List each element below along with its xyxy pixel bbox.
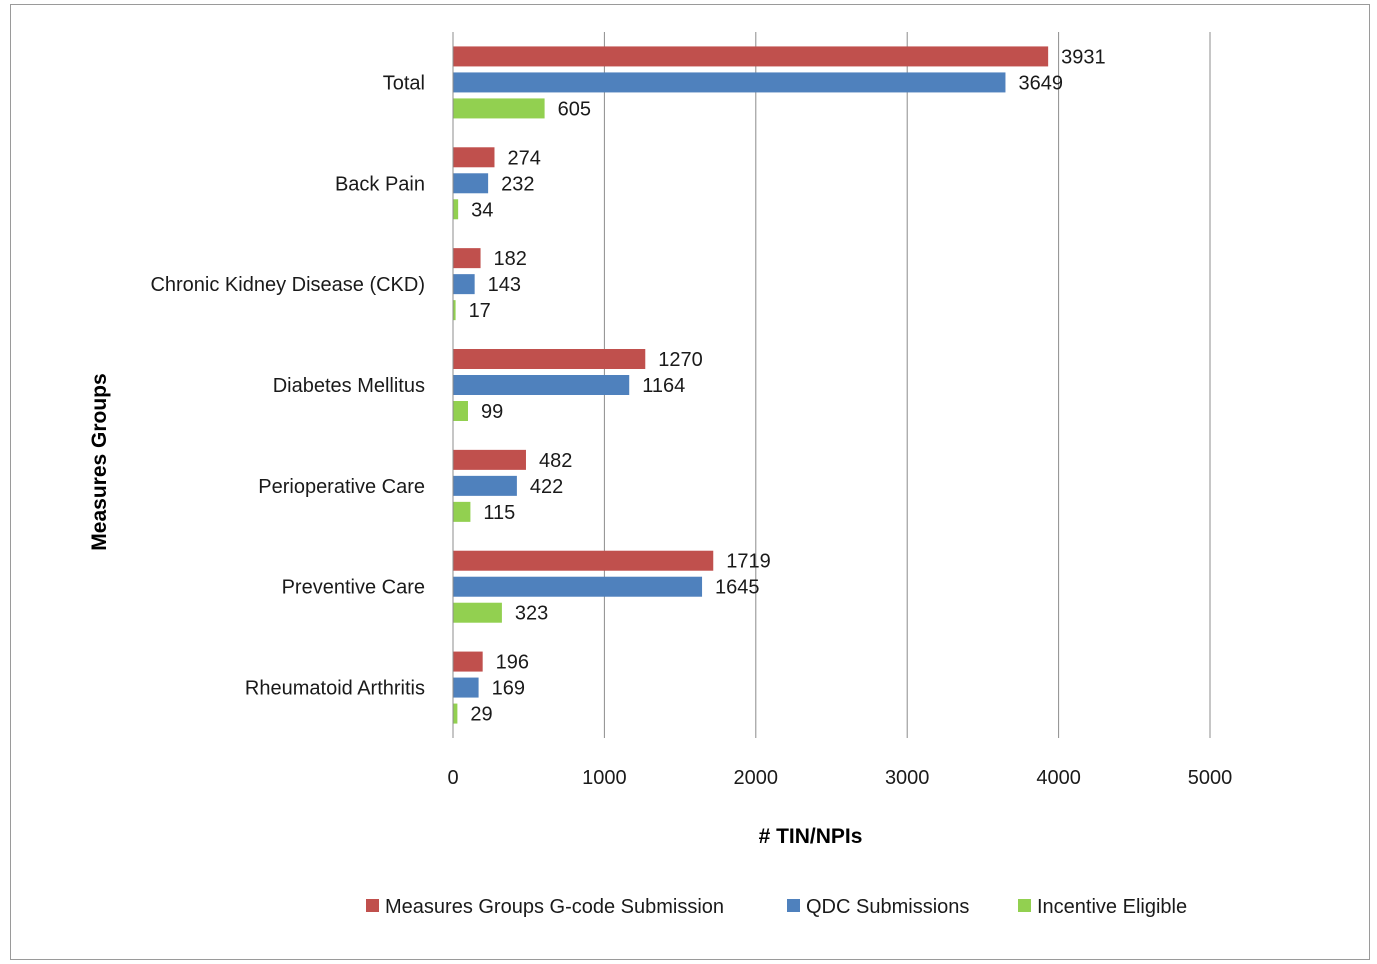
data-label: 182 — [494, 248, 527, 270]
data-label: 99 — [481, 401, 503, 423]
data-label: 169 — [492, 678, 525, 700]
legend-label: Incentive Eligible — [1037, 896, 1187, 918]
data-label: 3649 — [1018, 72, 1063, 94]
bar — [453, 602, 502, 623]
category-label: Diabetes Mellitus — [273, 375, 425, 397]
x-tick-label: 0 — [447, 767, 458, 789]
data-labels: 3931 3649 605 274 232 34 182 143 17 1270 1164 99 482… — [469, 46, 1106, 725]
category-label: Preventive Care — [282, 577, 425, 599]
bar — [453, 274, 475, 295]
bar — [453, 349, 646, 369]
data-label: 422 — [530, 476, 563, 498]
bar — [453, 173, 489, 194]
data-label: 34 — [471, 199, 493, 221]
category-label: Chronic Kidney Disease (CKD) — [150, 274, 425, 296]
bar — [453, 475, 517, 496]
data-label: 1645 — [715, 577, 760, 599]
data-label: 115 — [483, 502, 515, 524]
bar — [453, 501, 471, 522]
data-label: 196 — [496, 652, 529, 674]
data-label: 274 — [507, 147, 540, 169]
bar — [453, 449, 526, 470]
bar — [453, 46, 1049, 67]
bar — [453, 651, 483, 672]
legend: Measures Groups G-code Submission QDC Sub… — [366, 896, 1187, 918]
x-axis-title: # TIN/NPIs — [759, 825, 863, 848]
legend-swatch — [787, 899, 800, 912]
bar — [453, 401, 468, 421]
data-label: 323 — [515, 603, 548, 625]
x-tick-label: 4000 — [1036, 767, 1081, 789]
data-label: 3931 — [1061, 46, 1106, 68]
bar — [453, 375, 630, 395]
x-tick-label: 2000 — [734, 767, 779, 789]
x-tick-label: 3000 — [885, 767, 930, 789]
bar — [453, 576, 703, 597]
category-label: Total — [383, 72, 425, 94]
data-label: 1719 — [726, 551, 771, 573]
category-label: Back Pain — [335, 173, 425, 195]
data-label: 232 — [501, 173, 534, 195]
bar — [453, 550, 714, 571]
bars — [453, 46, 1049, 724]
bar — [453, 248, 481, 269]
category-label: Rheumatoid Arthritis — [245, 678, 425, 700]
data-label: 17 — [469, 300, 491, 322]
data-label: 482 — [539, 450, 572, 472]
data-label: 1270 — [658, 349, 703, 371]
bar — [453, 72, 1006, 93]
data-label: 29 — [470, 704, 492, 726]
legend-swatch — [366, 899, 379, 912]
bar — [453, 300, 456, 321]
x-tick-label: 1000 — [582, 767, 627, 789]
category-label: Perioperative Care — [258, 476, 425, 498]
bar — [453, 703, 458, 724]
bar — [453, 147, 495, 168]
legend-label: Measures Groups G-code Submission — [385, 896, 724, 918]
x-tick-labels: 0 1000 2000 3000 4000 5000 — [447, 767, 1232, 789]
chart-frame — [10, 4, 1370, 960]
data-label: 605 — [558, 98, 591, 120]
legend-swatch — [1018, 899, 1031, 912]
x-tick-label: 5000 — [1188, 767, 1233, 789]
bar — [453, 199, 459, 220]
y-axis-title: Measures Groups — [88, 373, 111, 550]
data-label: 1164 — [642, 375, 685, 397]
gridlines — [603, 32, 1211, 738]
legend-label: QDC Submissions — [806, 896, 969, 918]
bar — [453, 98, 545, 119]
category-labels: Total Back Pain Chronic Kidney Disease (CK… — [150, 72, 425, 699]
bar — [453, 677, 479, 698]
data-label: 143 — [488, 274, 521, 296]
